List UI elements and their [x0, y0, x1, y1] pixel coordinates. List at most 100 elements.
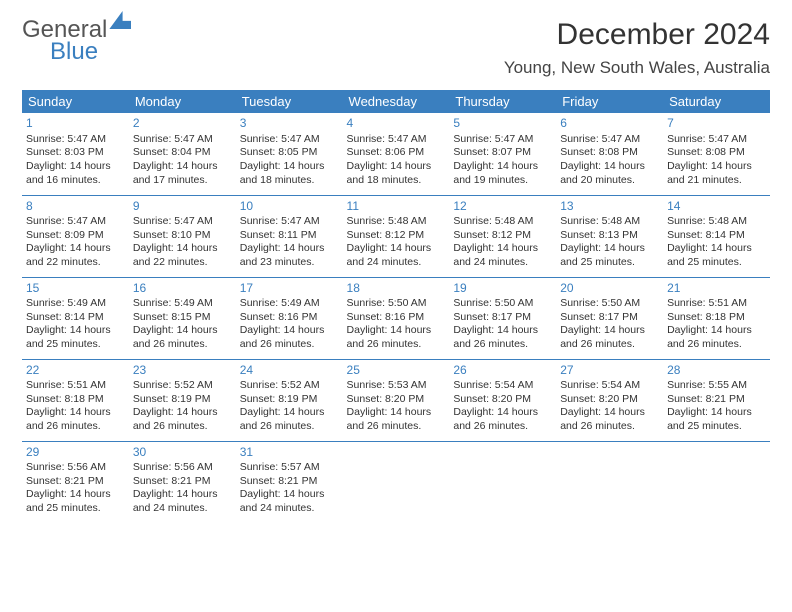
calendar-day-cell: 8Sunrise: 5:47 AMSunset: 8:09 PMDaylight… [22, 195, 129, 277]
sunset-text: Sunset: 8:17 PM [453, 311, 552, 325]
daylight-text: and 21 minutes. [667, 174, 766, 188]
day-number: 14 [667, 199, 766, 215]
day-number: 2 [133, 116, 232, 132]
calendar-day-cell: 6Sunrise: 5:47 AMSunset: 8:08 PMDaylight… [556, 113, 663, 195]
calendar-day-cell: 24Sunrise: 5:52 AMSunset: 8:19 PMDayligh… [236, 359, 343, 441]
sunrise-text: Sunrise: 5:49 AM [26, 297, 125, 311]
daylight-text: Daylight: 14 hours [26, 160, 125, 174]
day-number: 16 [133, 281, 232, 297]
sunrise-text: Sunrise: 5:56 AM [133, 461, 232, 475]
calendar-week-row: 1Sunrise: 5:47 AMSunset: 8:03 PMDaylight… [22, 113, 770, 195]
calendar-table: Sunday Monday Tuesday Wednesday Thursday… [22, 90, 770, 523]
daylight-text: and 17 minutes. [133, 174, 232, 188]
calendar-day-cell: 26Sunrise: 5:54 AMSunset: 8:20 PMDayligh… [449, 359, 556, 441]
calendar-day-cell: 19Sunrise: 5:50 AMSunset: 8:17 PMDayligh… [449, 277, 556, 359]
sunrise-text: Sunrise: 5:47 AM [133, 215, 232, 229]
title-block: December 2024 Young, New South Wales, Au… [504, 18, 770, 78]
calendar-day-cell: 25Sunrise: 5:53 AMSunset: 8:20 PMDayligh… [343, 359, 450, 441]
daylight-text: Daylight: 14 hours [240, 324, 339, 338]
daylight-text: Daylight: 14 hours [26, 406, 125, 420]
daylight-text: and 26 minutes. [453, 338, 552, 352]
calendar-day-cell: 3Sunrise: 5:47 AMSunset: 8:05 PMDaylight… [236, 113, 343, 195]
daylight-text: Daylight: 14 hours [560, 324, 659, 338]
daylight-text: Daylight: 14 hours [667, 324, 766, 338]
sunrise-text: Sunrise: 5:47 AM [560, 133, 659, 147]
daylight-text: and 25 minutes. [26, 502, 125, 516]
day-number: 4 [347, 116, 446, 132]
sunset-text: Sunset: 8:16 PM [240, 311, 339, 325]
daylight-text: Daylight: 14 hours [133, 406, 232, 420]
day-number: 17 [240, 281, 339, 297]
calendar-day-cell: 10Sunrise: 5:47 AMSunset: 8:11 PMDayligh… [236, 195, 343, 277]
sunrise-text: Sunrise: 5:56 AM [26, 461, 125, 475]
daylight-text: Daylight: 14 hours [560, 160, 659, 174]
day-number: 27 [560, 363, 659, 379]
daylight-text: Daylight: 14 hours [347, 160, 446, 174]
daylight-text: Daylight: 14 hours [26, 324, 125, 338]
daylight-text: and 26 minutes. [560, 420, 659, 434]
day-header: Thursday [449, 90, 556, 113]
sunrise-text: Sunrise: 5:47 AM [26, 133, 125, 147]
calendar-day-cell: 21Sunrise: 5:51 AMSunset: 8:18 PMDayligh… [663, 277, 770, 359]
daylight-text: and 26 minutes. [240, 338, 339, 352]
calendar-day-cell: 22Sunrise: 5:51 AMSunset: 8:18 PMDayligh… [22, 359, 129, 441]
daylight-text: and 18 minutes. [240, 174, 339, 188]
sunrise-text: Sunrise: 5:54 AM [453, 379, 552, 393]
calendar-day-cell: 5Sunrise: 5:47 AMSunset: 8:07 PMDaylight… [449, 113, 556, 195]
sunset-text: Sunset: 8:13 PM [560, 229, 659, 243]
calendar-day-cell: 31Sunrise: 5:57 AMSunset: 8:21 PMDayligh… [236, 441, 343, 523]
calendar-day-cell: 16Sunrise: 5:49 AMSunset: 8:15 PMDayligh… [129, 277, 236, 359]
sunset-text: Sunset: 8:11 PM [240, 229, 339, 243]
calendar-day-cell: 17Sunrise: 5:49 AMSunset: 8:16 PMDayligh… [236, 277, 343, 359]
sunset-text: Sunset: 8:04 PM [133, 146, 232, 160]
daylight-text: and 24 minutes. [347, 256, 446, 270]
sunrise-text: Sunrise: 5:50 AM [453, 297, 552, 311]
daylight-text: and 25 minutes. [26, 338, 125, 352]
calendar-day-cell: 27Sunrise: 5:54 AMSunset: 8:20 PMDayligh… [556, 359, 663, 441]
sunrise-text: Sunrise: 5:47 AM [26, 215, 125, 229]
sunset-text: Sunset: 8:17 PM [560, 311, 659, 325]
calendar-week-row: 29Sunrise: 5:56 AMSunset: 8:21 PMDayligh… [22, 441, 770, 523]
daylight-text: Daylight: 14 hours [347, 324, 446, 338]
day-number: 30 [133, 445, 232, 461]
daylight-text: Daylight: 14 hours [133, 488, 232, 502]
daylight-text: Daylight: 14 hours [133, 160, 232, 174]
sunrise-text: Sunrise: 5:52 AM [240, 379, 339, 393]
calendar-day-cell: 23Sunrise: 5:52 AMSunset: 8:19 PMDayligh… [129, 359, 236, 441]
calendar-day-cell [663, 441, 770, 523]
day-header: Saturday [663, 90, 770, 113]
calendar-day-cell: 18Sunrise: 5:50 AMSunset: 8:16 PMDayligh… [343, 277, 450, 359]
daylight-text: and 25 minutes. [560, 256, 659, 270]
sunset-text: Sunset: 8:14 PM [667, 229, 766, 243]
daylight-text: Daylight: 14 hours [453, 242, 552, 256]
sunset-text: Sunset: 8:09 PM [26, 229, 125, 243]
sunset-text: Sunset: 8:18 PM [26, 393, 125, 407]
sunrise-text: Sunrise: 5:48 AM [347, 215, 446, 229]
day-number: 19 [453, 281, 552, 297]
day-number: 23 [133, 363, 232, 379]
daylight-text: and 26 minutes. [240, 420, 339, 434]
sunrise-text: Sunrise: 5:51 AM [26, 379, 125, 393]
daylight-text: and 26 minutes. [133, 420, 232, 434]
daylight-text: and 18 minutes. [347, 174, 446, 188]
sunrise-text: Sunrise: 5:50 AM [347, 297, 446, 311]
day-number: 15 [26, 281, 125, 297]
calendar-day-cell: 11Sunrise: 5:48 AMSunset: 8:12 PMDayligh… [343, 195, 450, 277]
daylight-text: Daylight: 14 hours [26, 488, 125, 502]
calendar-day-cell [449, 441, 556, 523]
calendar-week-row: 8Sunrise: 5:47 AMSunset: 8:09 PMDaylight… [22, 195, 770, 277]
daylight-text: and 22 minutes. [133, 256, 232, 270]
sunset-text: Sunset: 8:12 PM [347, 229, 446, 243]
day-number: 11 [347, 199, 446, 215]
calendar-day-cell: 28Sunrise: 5:55 AMSunset: 8:21 PMDayligh… [663, 359, 770, 441]
sunset-text: Sunset: 8:20 PM [560, 393, 659, 407]
day-number: 8 [26, 199, 125, 215]
daylight-text: Daylight: 14 hours [453, 160, 552, 174]
daylight-text: Daylight: 14 hours [560, 242, 659, 256]
sunrise-text: Sunrise: 5:47 AM [453, 133, 552, 147]
daylight-text: Daylight: 14 hours [240, 242, 339, 256]
day-number: 24 [240, 363, 339, 379]
daylight-text: Daylight: 14 hours [560, 406, 659, 420]
calendar-day-cell: 1Sunrise: 5:47 AMSunset: 8:03 PMDaylight… [22, 113, 129, 195]
sunrise-text: Sunrise: 5:57 AM [240, 461, 339, 475]
